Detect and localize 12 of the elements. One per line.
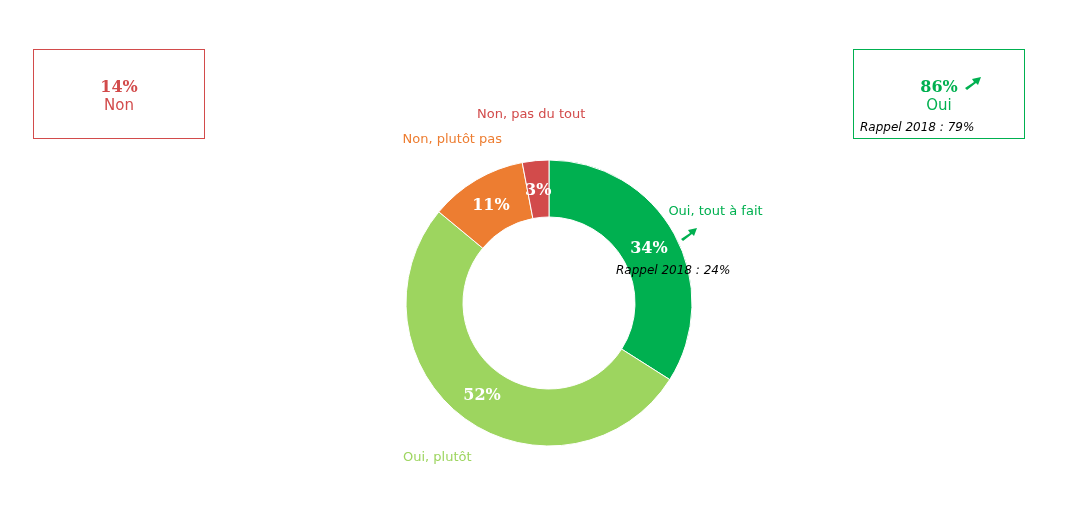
data-label: 34% [630,238,668,258]
slice-label: Non, plutôt pas [402,131,503,147]
text: Oui [925,96,953,114]
text: 14% [99,77,139,96]
slice-label: Oui, plutôt [403,448,472,464]
text: Rappel 2018 : 79% [860,120,975,134]
data-label: 11% [472,194,510,214]
slice-label: Non, pas du tout [476,105,586,121]
data-label: 52% [463,385,501,405]
text: 86% [919,77,959,96]
text: Non [103,96,135,114]
slice-label: Oui, tout à fait [668,203,763,219]
